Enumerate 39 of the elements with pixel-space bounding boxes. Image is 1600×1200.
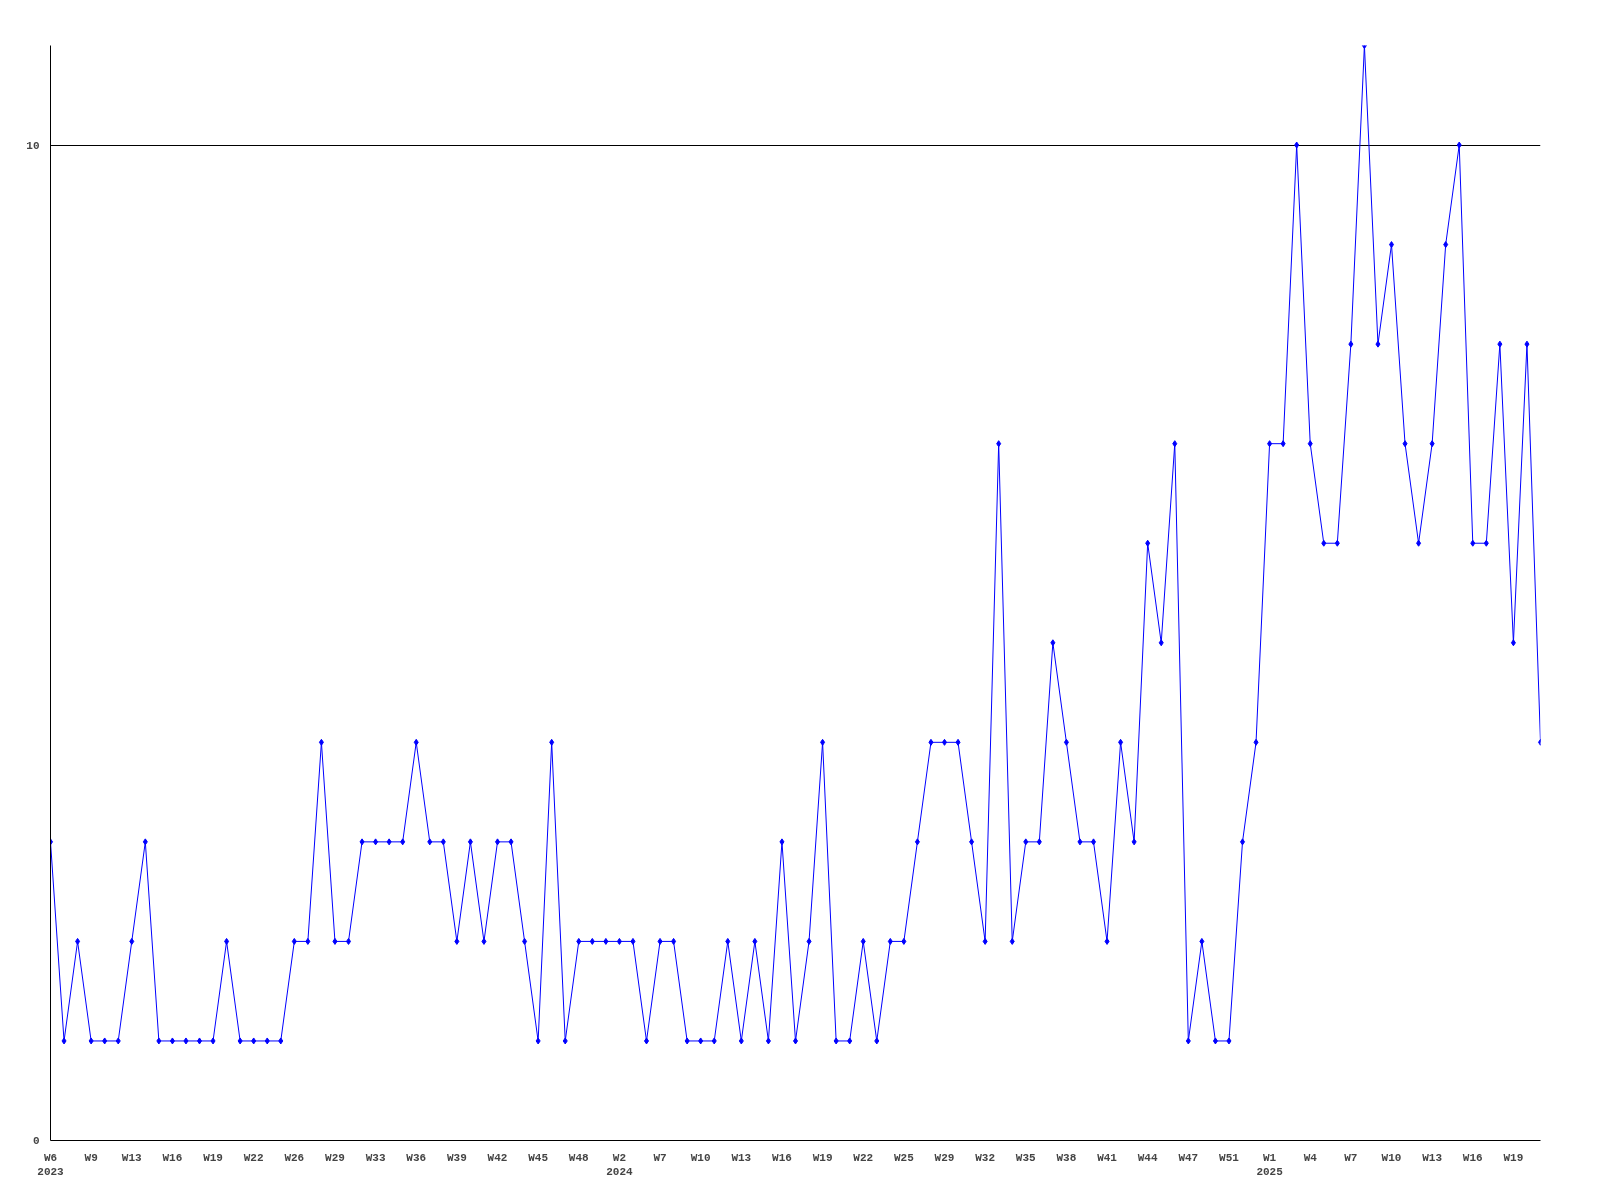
x-tick-label: W41: [1097, 1151, 1118, 1164]
x-tick-label: W19: [203, 1151, 223, 1164]
x-tick-label: W51: [1219, 1151, 1240, 1164]
x-tick-label: W16: [1462, 1151, 1483, 1164]
x-tick-label: W10: [690, 1151, 711, 1164]
x-tick-label: W44: [1137, 1151, 1158, 1164]
x-tick-label: W13: [1422, 1151, 1443, 1164]
x-tick-label: W25: [893, 1151, 915, 1164]
x-tick-label: W26: [284, 1151, 305, 1164]
x-tick-label: W38: [1056, 1151, 1077, 1164]
x-tick-label: W47: [1178, 1151, 1199, 1164]
x-tick-label: W13: [121, 1151, 143, 1164]
x-tick-label: W22: [853, 1151, 874, 1164]
y-tick-label: 10: [26, 139, 40, 152]
x-tick-label: W9: [84, 1151, 98, 1164]
x-tick-label: W10: [1381, 1151, 1402, 1164]
x-tick-label: W7: [1344, 1151, 1358, 1164]
x-tick-label: W33: [365, 1151, 386, 1164]
x-tick-label: W13: [731, 1151, 752, 1164]
x-tick-label: W2 2024: [606, 1151, 634, 1178]
x-tick-label: W45: [528, 1151, 549, 1164]
x-tick-label: W36: [406, 1151, 427, 1164]
x-tick-label: W42: [487, 1151, 508, 1164]
y-tick-label: 0: [32, 1135, 40, 1147]
x-tick-label: W16: [162, 1151, 183, 1164]
x-tick-label: W29: [325, 1151, 345, 1164]
x-tick-label: W35: [1015, 1151, 1037, 1164]
x-tick-label: W19: [812, 1151, 833, 1164]
x-tick-label: W19: [1503, 1151, 1524, 1164]
x-tick-label: W6 2023: [37, 1151, 65, 1178]
x-tick-label: W32: [975, 1151, 996, 1164]
x-tick-label: W48: [568, 1151, 590, 1164]
x-tick-label: W7: [653, 1151, 667, 1164]
x-tick-label: W4: [1303, 1151, 1318, 1164]
x-tick-label: W16: [772, 1151, 792, 1164]
x-tick-label: W29: [934, 1151, 955, 1164]
x-tick-label: W22: [243, 1151, 264, 1164]
x-tick-label: W39: [446, 1151, 467, 1164]
x-tick-label: W1 2025: [1256, 1151, 1284, 1178]
